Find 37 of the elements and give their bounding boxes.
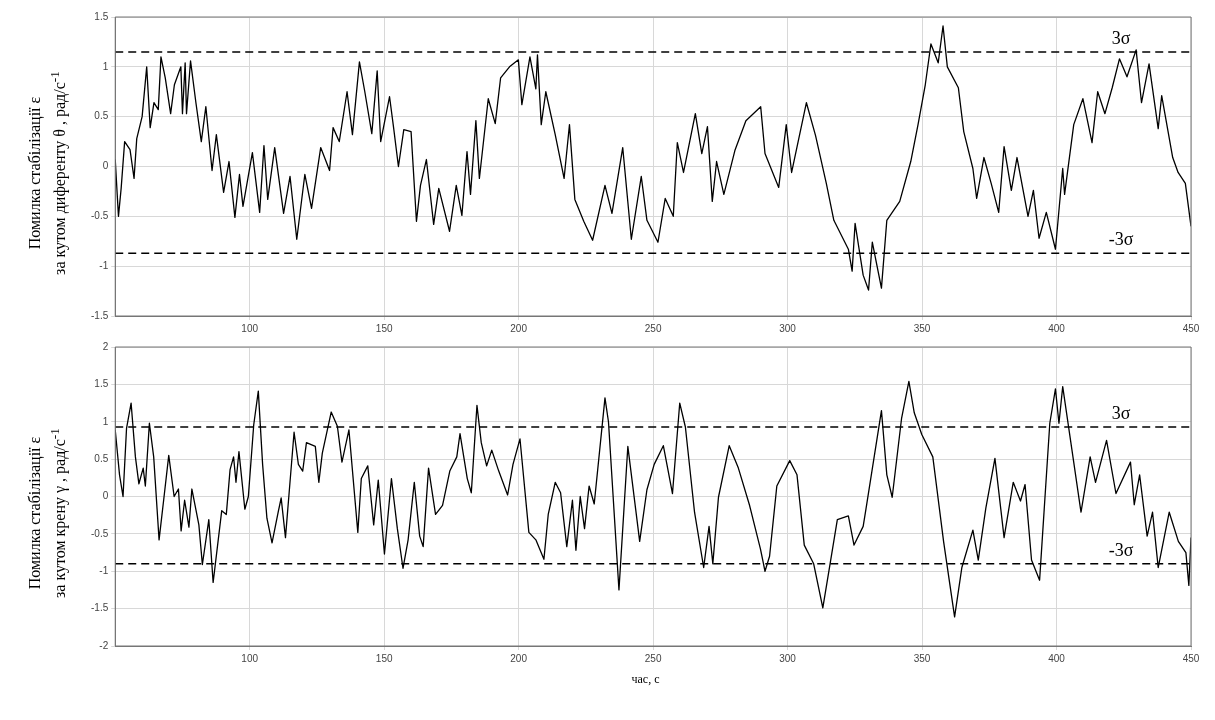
y-tick-label: -0.5 bbox=[91, 527, 109, 539]
y-tick-label: 1 bbox=[102, 415, 109, 427]
y-tick-label: -0.5 bbox=[91, 210, 109, 222]
ref-line-label: 3σ bbox=[1111, 402, 1131, 423]
y-tick-label: -1.5 bbox=[91, 309, 109, 321]
y-tick-label: 0.5 bbox=[94, 110, 109, 122]
y-tick-label: 0.5 bbox=[94, 452, 109, 464]
y-tick-label: 0 bbox=[102, 490, 109, 502]
x-tick-label: 450 bbox=[1182, 322, 1200, 334]
ref-line-label: -3σ bbox=[1108, 228, 1134, 249]
x-tick-label: 400 bbox=[1048, 652, 1066, 664]
x-tick-label: 100 bbox=[241, 652, 259, 664]
y-tick-label: 1.5 bbox=[94, 378, 109, 390]
y-tick-label: 1.5 bbox=[94, 10, 109, 22]
x-tick-label: 150 bbox=[375, 322, 393, 334]
x-tick-label: 200 bbox=[510, 322, 528, 334]
y-tick-label: -1 bbox=[99, 259, 109, 271]
y-tick-label: 1 bbox=[102, 60, 109, 72]
x-tick-label: 350 bbox=[913, 652, 931, 664]
x-tick-label: 250 bbox=[644, 322, 662, 334]
x-axis-title: час, с bbox=[630, 672, 661, 687]
y-tick-label: -1.5 bbox=[91, 602, 109, 614]
y-tick-label: 0 bbox=[102, 160, 109, 172]
y-tick-label: -2 bbox=[99, 639, 109, 651]
x-tick-label: 100 bbox=[241, 322, 259, 334]
x-tick-label: 150 bbox=[375, 652, 393, 664]
x-tick-label: 350 bbox=[913, 322, 931, 334]
x-tick-label: 300 bbox=[779, 322, 797, 334]
x-tick-label: 200 bbox=[510, 652, 528, 664]
y-tick-label: -1 bbox=[99, 565, 109, 576]
x-tick-label: 400 bbox=[1048, 322, 1066, 334]
x-tick-label: 450 bbox=[1182, 652, 1200, 664]
x-tick-label: 250 bbox=[644, 652, 662, 664]
ref-line-label: -3σ bbox=[1108, 539, 1134, 560]
ref-line-label: 3σ bbox=[1111, 27, 1131, 48]
y-tick-label: 2 bbox=[102, 340, 109, 352]
x-tick-label: 300 bbox=[779, 652, 797, 664]
